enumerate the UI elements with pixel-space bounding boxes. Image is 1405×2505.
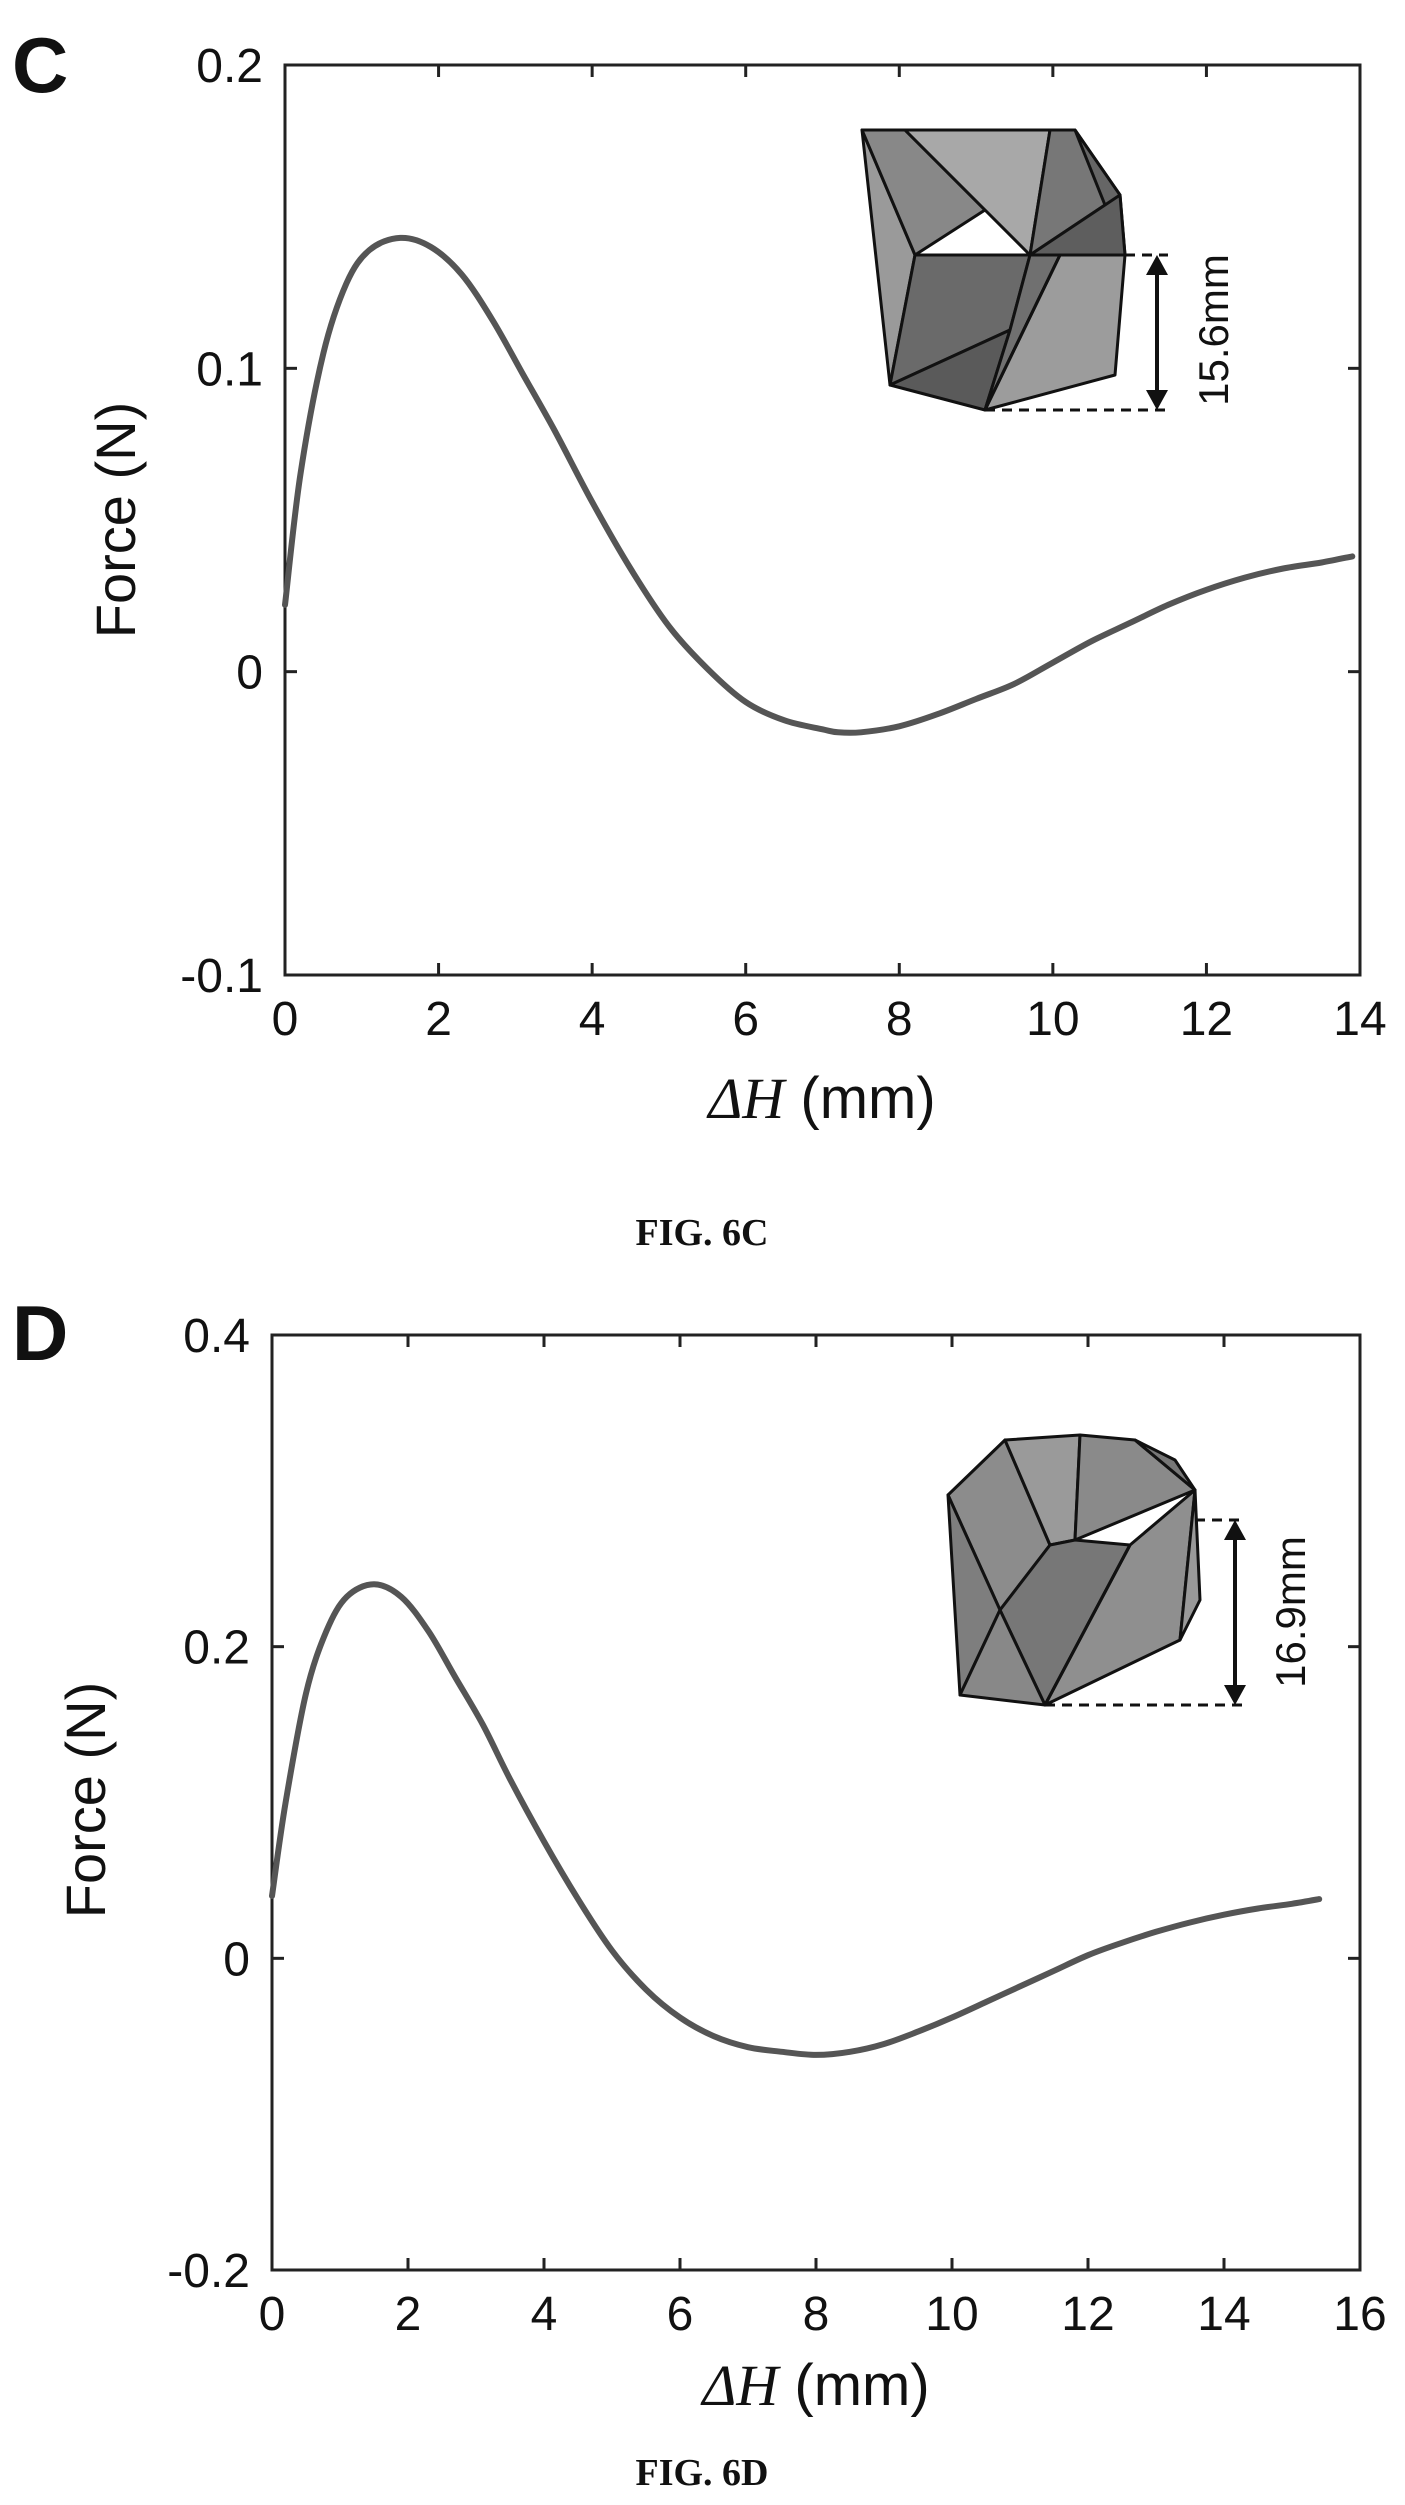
x-tick-label: 8 bbox=[886, 993, 913, 1046]
inset-c-origami-illustration bbox=[860, 128, 1168, 412]
x-tick-label: 2 bbox=[425, 993, 452, 1046]
x-tick-label: 10 bbox=[925, 2288, 978, 2341]
inset-c-dimension-label: 15.6mm bbox=[1190, 254, 1237, 406]
x-tick-label: 6 bbox=[667, 2288, 694, 2341]
y-tick-label: 0.2 bbox=[196, 40, 263, 93]
panel-c: C -0.100.10.2 0 2 4 6 8 10 12 14 Force (N) ΔH (… bbox=[12, 21, 1387, 1254]
x-tick-label: 14 bbox=[1197, 2288, 1250, 2341]
caption-fig-6d: FIG. 6D bbox=[636, 2452, 769, 2494]
x-tick-label: 2 bbox=[395, 2288, 422, 2341]
plot-d-data-points bbox=[270, 1582, 1322, 2058]
x-tick-label: 4 bbox=[531, 2288, 558, 2341]
x-tick-label: 12 bbox=[1061, 2288, 1114, 2341]
plot-d-frame bbox=[270, 1333, 1362, 2272]
plot-d-force-curve bbox=[269, 1581, 1323, 2058]
plot-c-ticks bbox=[283, 63, 1362, 977]
x-tick-label: 4 bbox=[579, 993, 606, 1046]
plot-d-ticks bbox=[270, 1333, 1362, 2272]
caption-fig-6c: FIG. 6C bbox=[636, 1212, 769, 1254]
x-tick-label: 12 bbox=[1180, 993, 1233, 1046]
plot-c-x-tick-labels: 0 2 4 6 8 10 12 14 bbox=[272, 993, 1387, 1046]
panel-d: D -0.200.20.4 0 2 4 6 8 10 12 14 16 Force (N) ΔH… bbox=[12, 1289, 1387, 2494]
plot-c-y-tick-labels: -0.1 0 0.1 0.2 bbox=[180, 40, 263, 1003]
y-tick-label: -0.1 bbox=[180, 950, 263, 1003]
plot-c-x-axis-title: ΔH (mm) bbox=[706, 1066, 935, 1131]
inset-d-dimension-label: 16.9mm bbox=[1267, 1536, 1314, 1688]
plot-c: -0.100.10.2 0 2 4 6 8 10 12 14 bbox=[180, 40, 1386, 1046]
plot-c-y-axis-title: Force (N) bbox=[84, 402, 147, 638]
panel-letter-d: D bbox=[12, 1289, 68, 1377]
plot-d-x-tick-labels: 0 2 4 6 8 10 12 14 16 bbox=[259, 2288, 1387, 2341]
x-tick-label: 16 bbox=[1333, 2288, 1386, 2341]
x-tick-label: 0 bbox=[259, 2288, 286, 2341]
y-tick-label: 0.4 bbox=[183, 1310, 250, 1363]
plot-d-y-tick-labels: -0.2 0 0.2 0.4 bbox=[167, 1310, 250, 2298]
plot-d-x-axis-title: ΔH (mm) bbox=[700, 2353, 929, 2418]
plot-c-force-curve bbox=[282, 234, 1356, 736]
y-tick-label: 0 bbox=[223, 1933, 250, 1986]
panel-letter-c: C bbox=[12, 21, 68, 109]
y-tick-label: -0.2 bbox=[167, 2245, 250, 2298]
plot-c-frame bbox=[283, 63, 1362, 977]
plot-d-y-axis-title: Force (N) bbox=[54, 1682, 117, 1918]
y-tick-label: 0 bbox=[236, 647, 263, 700]
x-tick-label: 0 bbox=[272, 993, 299, 1046]
x-tick-label: 6 bbox=[732, 993, 759, 1046]
x-tick-label: 14 bbox=[1333, 993, 1386, 1046]
inset-d-origami-illustration bbox=[946, 1433, 1246, 1707]
x-tick-label: 10 bbox=[1026, 993, 1079, 1046]
y-tick-label: 0.1 bbox=[196, 343, 263, 396]
y-tick-label: 0.2 bbox=[183, 1622, 250, 1675]
x-tick-label: 8 bbox=[803, 2288, 830, 2341]
plot-d: -0.200.20.4 0 2 4 6 8 10 12 14 16 bbox=[167, 1310, 1386, 2341]
